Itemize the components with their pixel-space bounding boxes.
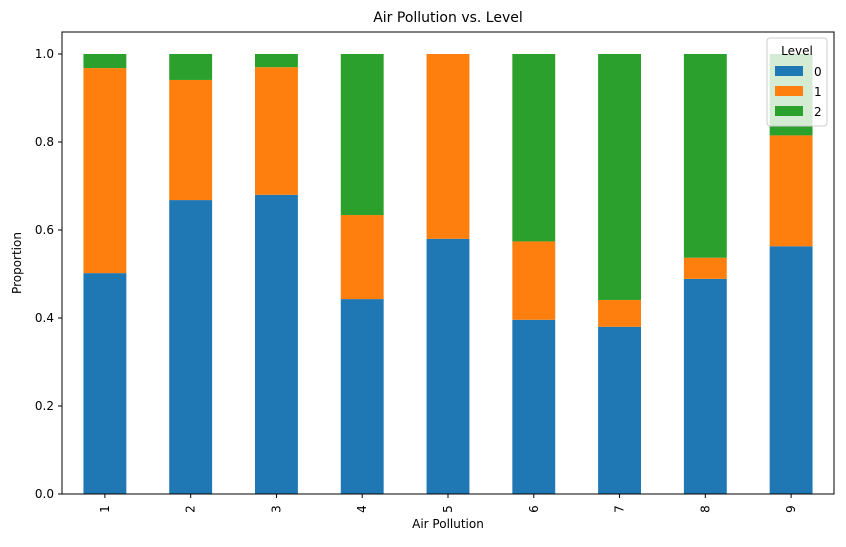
bar-5-level-1: [426, 54, 470, 239]
bar-8-level-0: [683, 278, 727, 494]
x-tick-label: 3: [269, 505, 283, 513]
chart-title: Air Pollution vs. Level: [373, 10, 523, 26]
bar-1-level-0: [83, 273, 127, 494]
bar-7-level-2: [598, 54, 641, 300]
x-tick-label: 4: [355, 505, 369, 513]
x-tick-label: 5: [441, 505, 455, 513]
bar-9-level-1: [769, 135, 813, 247]
legend-label-level-2: 2: [814, 105, 822, 119]
legend-title: Level: [781, 44, 813, 58]
y-tick-label: 0.4: [35, 311, 54, 325]
x-axis: 1 2 3 4 5 6 7 8 9: [98, 494, 798, 513]
y-tick-label: 0.8: [35, 135, 54, 149]
bar-4-level-0: [340, 299, 384, 494]
x-tick-label: 1: [98, 505, 112, 513]
legend-box: [766, 37, 828, 127]
bar-7-level-1: [598, 299, 641, 327]
bar-8-level-1: [683, 257, 727, 279]
bar-6-level-2: [512, 54, 556, 242]
bar-3-level-2: [255, 54, 298, 68]
legend-swatch-level-1: [775, 86, 803, 96]
bar-2-level-0: [169, 200, 213, 494]
bars-group: [83, 54, 813, 495]
bar-4-level-1: [340, 215, 384, 300]
legend: Level 0 1 2: [766, 37, 828, 127]
legend-swatch-level-2: [775, 106, 803, 116]
x-tick-label: 8: [698, 505, 712, 513]
x-axis-label: Air Pollution: [412, 517, 484, 531]
bar-5-level-0: [426, 238, 470, 494]
bar-1-level-2: [83, 54, 127, 69]
x-tick-label: 6: [527, 505, 541, 513]
x-tick-label: 9: [784, 505, 798, 513]
legend-swatch-level-0: [775, 66, 803, 76]
x-tick-label: 2: [184, 505, 198, 513]
y-tick-label: 1.0: [35, 47, 54, 61]
bar-2-level-2: [169, 54, 213, 80]
bar-2-level-1: [169, 79, 213, 201]
y-axis-label: Proportion: [10, 232, 24, 294]
x-tick-label: 7: [613, 505, 627, 513]
bar-3-level-0: [255, 194, 298, 495]
bar-9-level-0: [769, 246, 813, 494]
legend-label-level-0: 0: [814, 65, 822, 79]
y-axis: 0.0 0.2 0.4 0.6 0.8 1.0: [35, 47, 62, 501]
bar-3-level-1: [255, 67, 298, 195]
bar-7-level-0: [598, 326, 641, 494]
y-tick-label: 0.6: [35, 223, 54, 237]
bar-6-level-0: [512, 319, 556, 494]
y-tick-label: 0.0: [35, 487, 54, 501]
legend-label-level-1: 1: [814, 85, 822, 99]
bar-6-level-1: [512, 241, 556, 320]
y-tick-label: 0.2: [35, 399, 54, 413]
bar-4-level-2: [340, 54, 384, 216]
bar-8-level-2: [683, 54, 727, 258]
bar-1-level-1: [83, 68, 127, 274]
